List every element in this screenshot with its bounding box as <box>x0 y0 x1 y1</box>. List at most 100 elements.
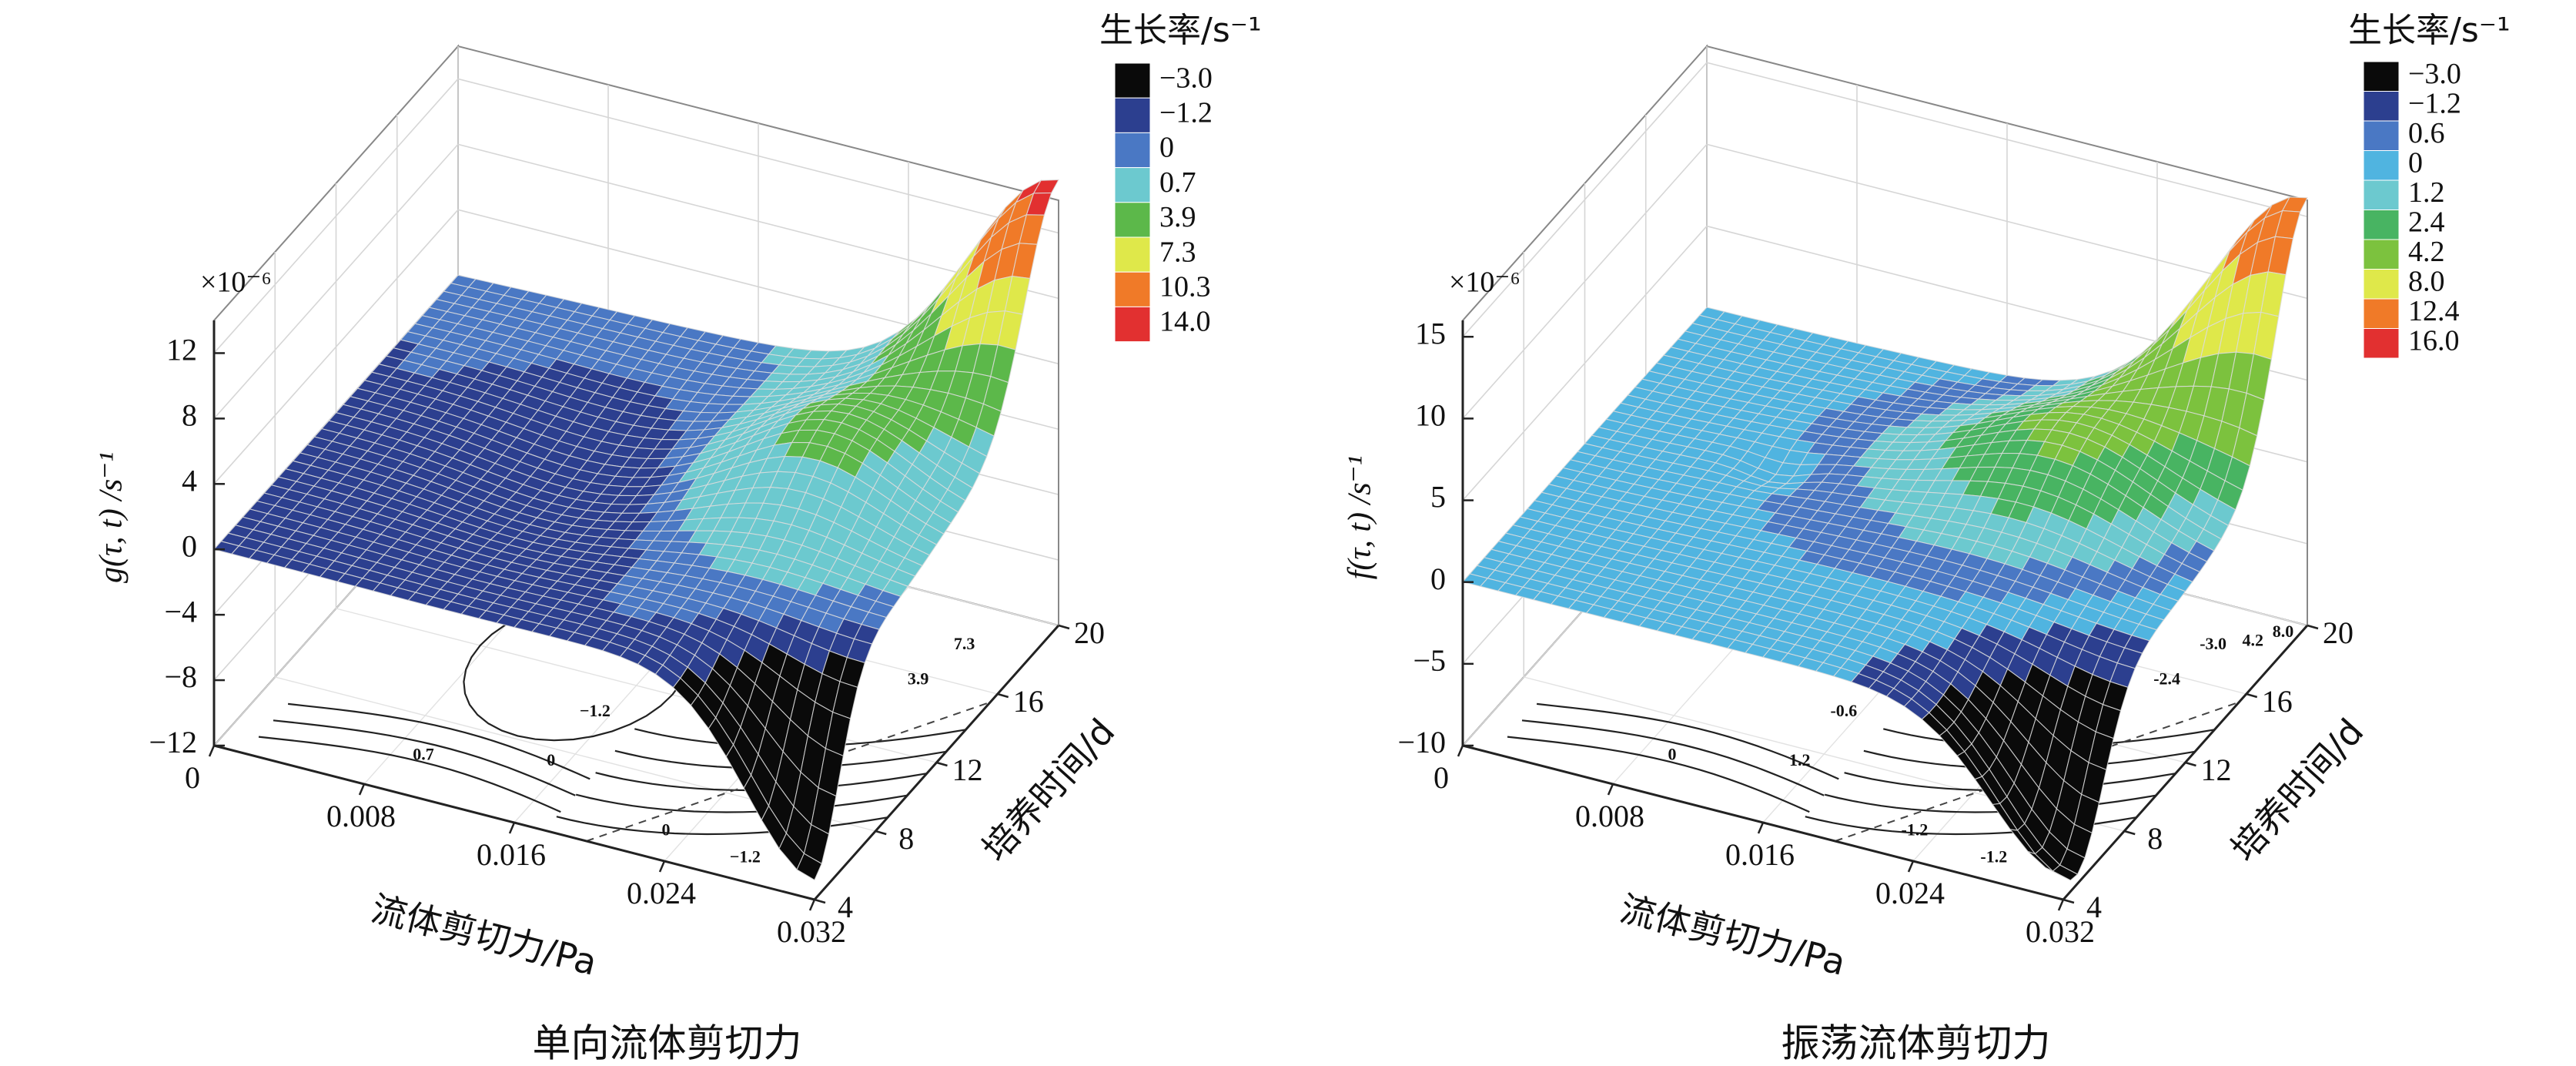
contour-label: 3.9 <box>908 669 929 689</box>
contour-label: 7.3 <box>954 634 975 653</box>
legend-swatch <box>1114 271 1151 307</box>
x-tick-label: 0 <box>1434 760 1449 795</box>
legend-label: 14.0 <box>1159 306 1211 338</box>
x-ticks: 0 0.008 0.016 0.024 0.032 <box>185 745 846 949</box>
legend-swatch <box>2363 269 2400 300</box>
x-tick-label: 0.024 <box>627 876 696 910</box>
z-tick-label: −10 <box>1397 725 1446 759</box>
y-axis-title: 培养时间/d <box>2223 711 2371 870</box>
y-tick-label: 16 <box>2262 684 2293 719</box>
x-tick-mark <box>208 745 216 757</box>
legend-label: 10.3 <box>1159 271 1211 303</box>
legend-label: 12.4 <box>2408 295 2460 327</box>
x-tick-mark <box>1757 822 1765 834</box>
surface-patch <box>1032 179 1059 194</box>
y-ticks: 4 8 12 16 20 <box>2062 615 2354 924</box>
contour-label: 1.2 <box>1789 750 1811 769</box>
y-tick-mark <box>2246 692 2258 699</box>
y-ticks: 4 8 12 16 20 <box>814 615 1105 924</box>
x-tick-mark <box>1907 860 1915 873</box>
z-tick-label: 4 <box>182 463 197 498</box>
y-tick-label: 20 <box>2323 615 2354 650</box>
panel-caption: 振荡流体剪切力 <box>1781 1021 2051 1066</box>
surface-patch <box>796 853 823 881</box>
y-tick-label: 16 <box>1013 684 1044 719</box>
y-tick-mark <box>875 830 887 836</box>
z-axis-title: g(τ, t) /s⁻¹ <box>94 452 129 583</box>
y-tick-mark <box>2123 830 2136 836</box>
x-tick-label: 0.008 <box>326 799 396 833</box>
y-tick-label: 4 <box>2086 890 2102 924</box>
y-tick-label: 12 <box>2201 753 2232 787</box>
legend-label: −3.0 <box>1159 62 1213 94</box>
contour-line <box>1507 736 1810 813</box>
contour-label: 0 <box>547 750 555 769</box>
contour-label: 8.0 <box>2273 622 2294 641</box>
legend-label: 0.6 <box>2408 117 2445 149</box>
legend-label: 0.7 <box>1159 166 1196 199</box>
x-tick-label: 0.032 <box>2026 914 2095 949</box>
z-tick-label: 0 <box>182 528 197 563</box>
z-exponent-label: ×10⁻⁶ <box>200 266 272 299</box>
contour-label: −1.2 <box>580 701 611 720</box>
panel-oscillating-shear: -0.61.20-0.6-1.2-1.2-2.4-3.02.44.28.0−10… <box>1343 11 2511 1066</box>
legend-swatch <box>2363 179 2400 210</box>
x-tick-mark <box>658 860 666 873</box>
contour-label: 0.7 <box>413 744 434 763</box>
x-ticks: 0 0.008 0.016 0.024 0.032 <box>1434 745 2095 949</box>
z-tick-label: 12 <box>166 333 197 367</box>
x-tick-mark <box>808 899 816 911</box>
legend-swatch <box>1114 202 1151 238</box>
surface <box>212 179 1059 881</box>
contour-label: -1.2 <box>1980 847 2007 867</box>
x-tick-label: 0.016 <box>1725 837 1795 872</box>
legend-swatch <box>2363 61 2400 92</box>
y-tick-mark <box>2062 898 2075 904</box>
legend-label: 16.0 <box>2408 324 2460 357</box>
y-tick-label: 20 <box>1074 615 1105 650</box>
contour-line <box>1536 702 1839 780</box>
x-tick-label: 0.024 <box>1875 876 1945 910</box>
z-tick-label: −8 <box>164 659 197 694</box>
y-tick-label: 8 <box>898 821 914 856</box>
z-ticks: −10 −5 0 5 10 15 <box>1397 316 1474 759</box>
color-legend: 生长率/s⁻¹ −3.0−1.200.73.97.310.314.0 <box>1099 11 1262 343</box>
z-tick-label: 8 <box>182 398 197 433</box>
x-tick-mark <box>508 822 516 834</box>
y-tick-mark <box>814 898 826 904</box>
legend-label: 0 <box>1159 132 1174 164</box>
legend-swatch <box>1114 62 1151 99</box>
x-tick-label: 0 <box>185 760 200 795</box>
z-ticks: −12 −8 −4 0 4 8 12 <box>149 333 225 759</box>
contour-line <box>258 736 561 813</box>
contour-line <box>575 793 908 813</box>
z-axis-title: f(τ, t) /s⁻¹ <box>1343 456 1378 580</box>
legend-label: 2.4 <box>2408 206 2445 238</box>
y-tick-label: 8 <box>2147 821 2163 856</box>
contour-label: 4.2 <box>2243 631 2264 650</box>
legend-label: −1.2 <box>2408 87 2461 119</box>
z-exponent-label: ×10⁻⁶ <box>1449 266 1521 299</box>
y-tick-mark <box>997 692 1009 699</box>
z-tick-label: −5 <box>1413 643 1446 678</box>
y-tick-mark <box>2185 761 2196 767</box>
legend-swatch <box>1114 132 1151 169</box>
legend-swatch <box>1114 306 1151 343</box>
contour-label: -0.6 <box>1830 701 1857 720</box>
legend-swatch <box>2363 298 2400 329</box>
y-tick-mark <box>1058 624 1070 630</box>
legend-swatch <box>2363 120 2400 151</box>
x-tick-label: 0.032 <box>777 914 846 949</box>
contour-line <box>287 702 590 780</box>
z-tick-label: 5 <box>1430 480 1446 515</box>
contour-line <box>1521 719 1825 796</box>
y-tick-mark <box>936 761 948 767</box>
x-tick-mark <box>358 783 366 796</box>
legend-label: 3.9 <box>1159 201 1196 233</box>
legend-swatch <box>1114 236 1151 273</box>
z-tick-label: 10 <box>1415 398 1446 433</box>
x-tick-mark <box>1457 745 1464 757</box>
z-tick-label: −12 <box>149 725 197 759</box>
legend-swatch <box>2363 239 2400 270</box>
